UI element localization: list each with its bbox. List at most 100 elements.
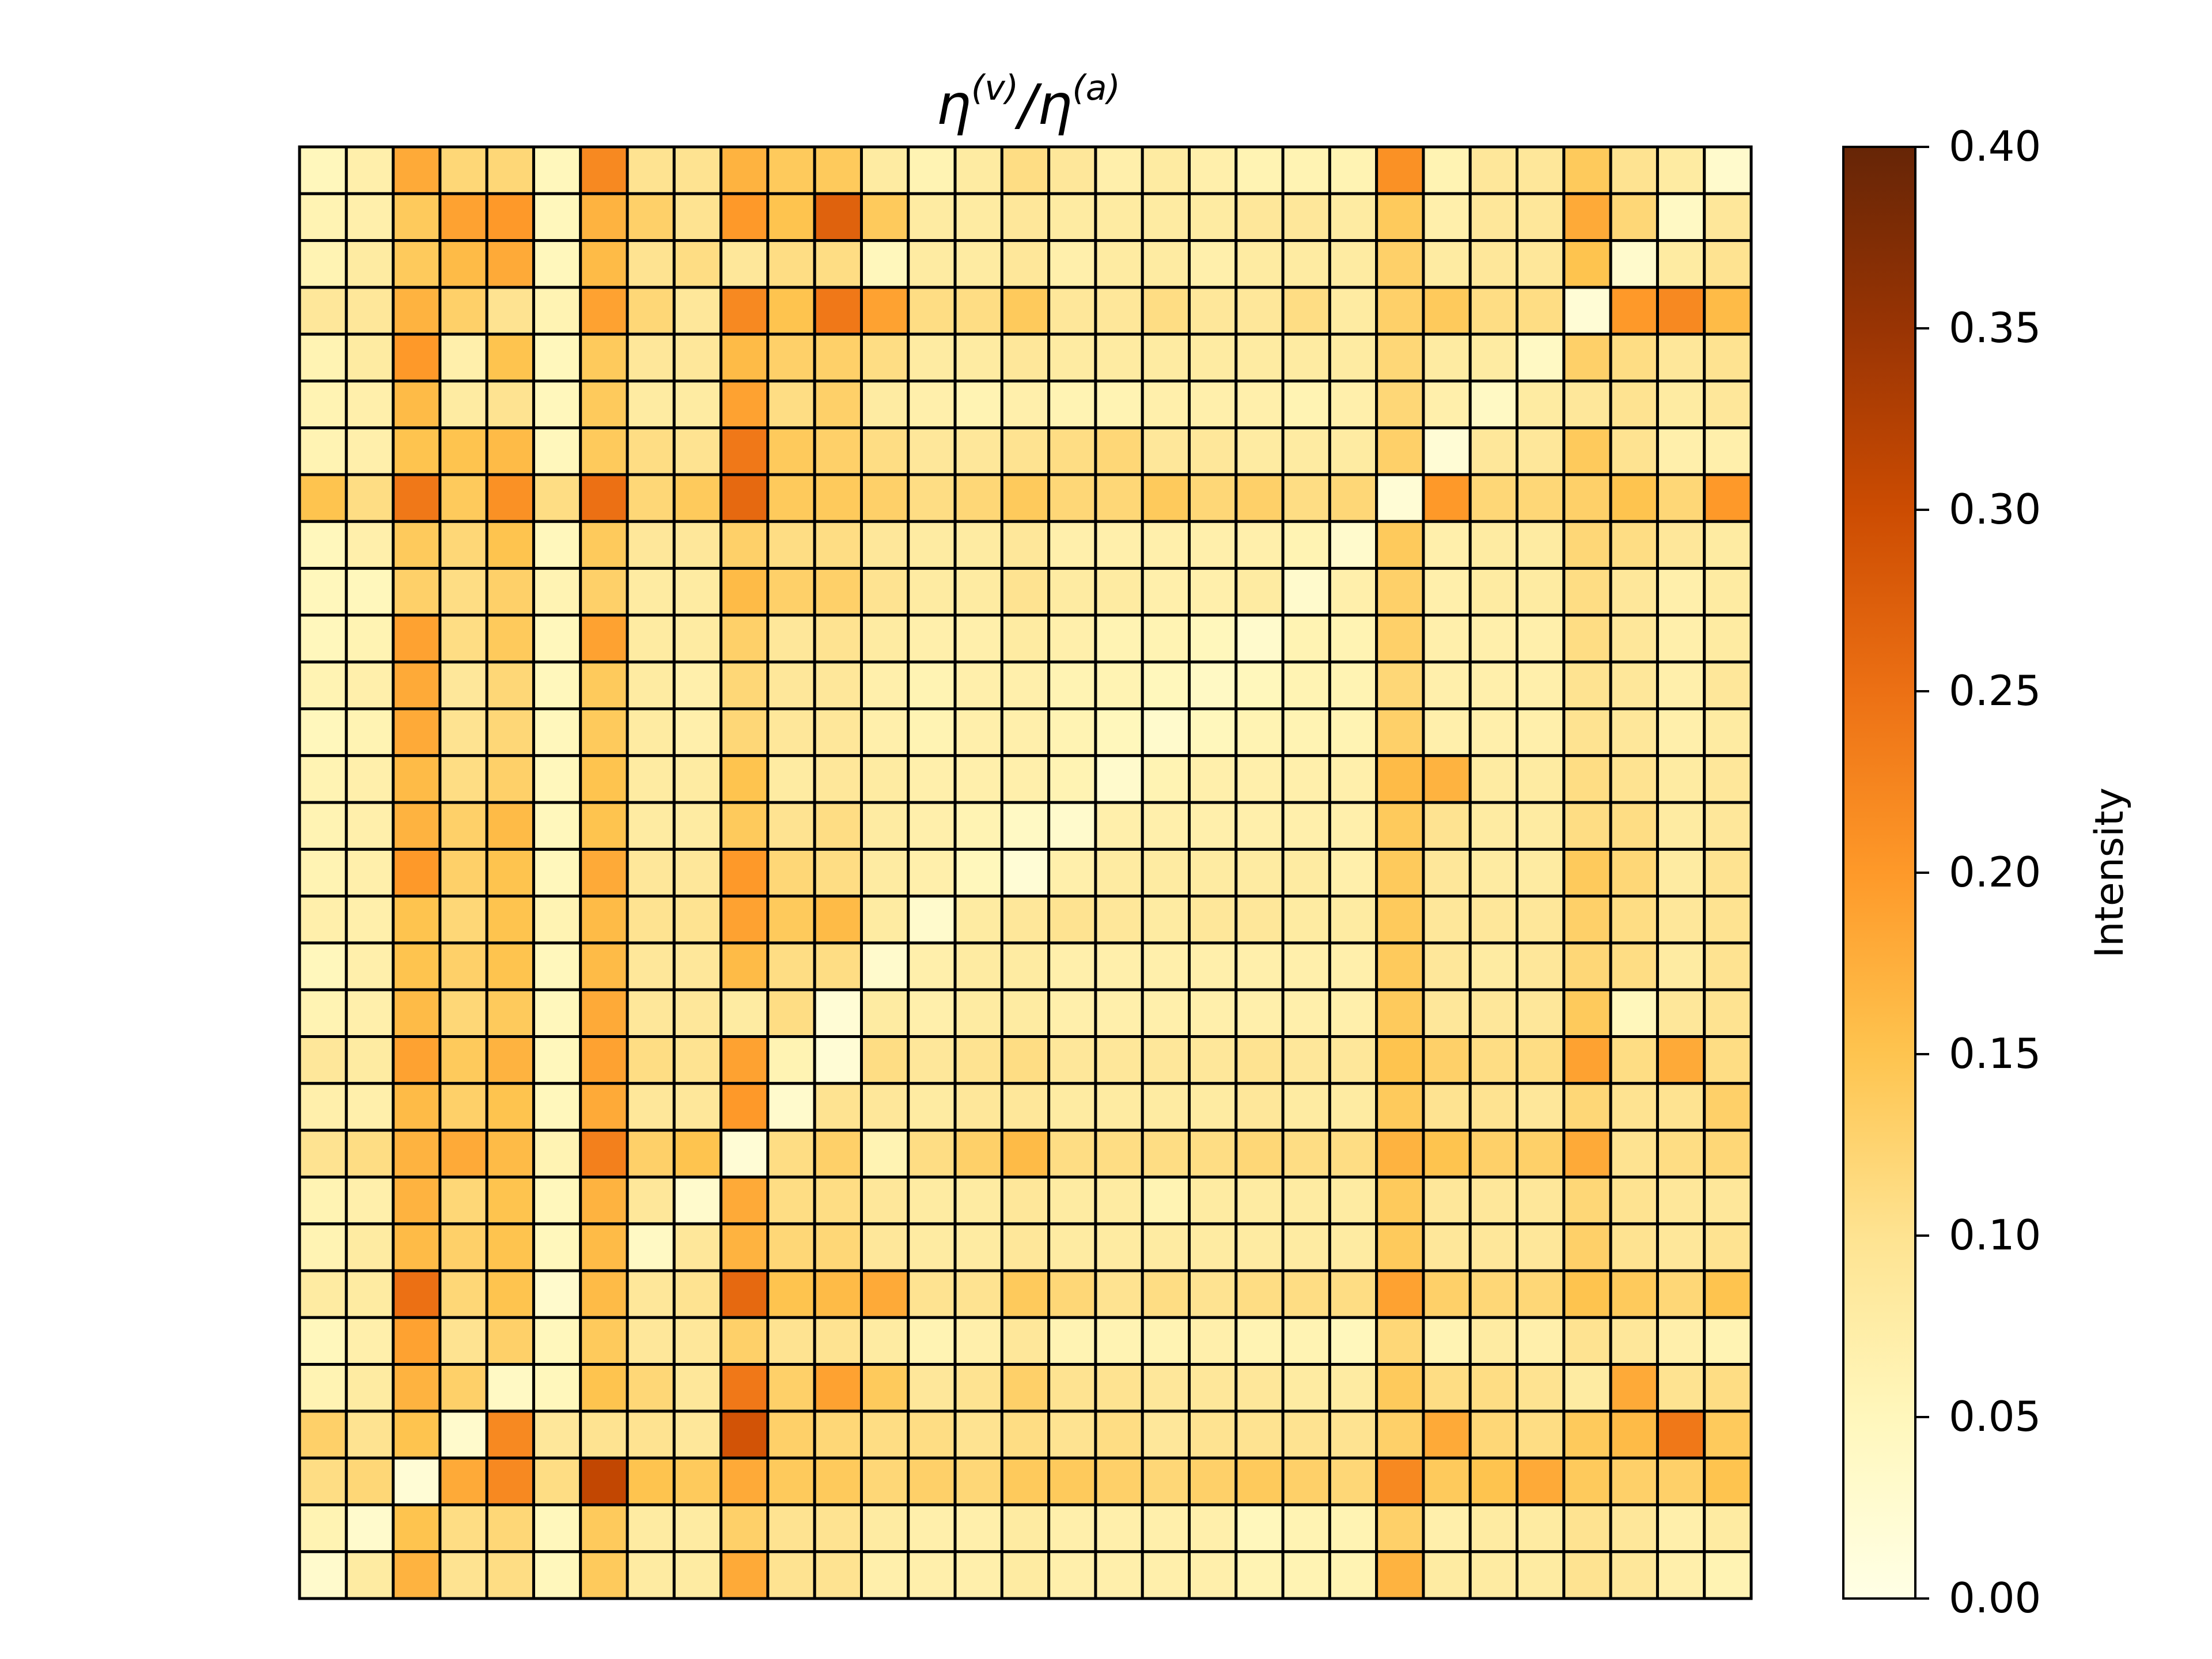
heatmap-cell <box>1188 1035 1238 1085</box>
heatmap-cell <box>1609 1550 1659 1600</box>
heatmap-cell <box>1188 1503 1238 1554</box>
heatmap-cell <box>1516 988 1566 1039</box>
heatmap-cell <box>1468 895 1519 945</box>
heatmap-cell <box>1422 1222 1472 1272</box>
heatmap-cell <box>392 801 442 851</box>
heatmap-cell <box>1000 988 1051 1039</box>
heatmap-cell <box>626 1269 676 1319</box>
heatmap-cell <box>1047 239 1097 289</box>
heatmap-cell <box>1468 1269 1519 1319</box>
heatmap-cell <box>1656 1035 1706 1085</box>
heatmap-cell <box>1047 520 1097 570</box>
heatmap-cell <box>1703 1035 1753 1085</box>
heatmap-cell <box>1656 379 1706 430</box>
heatmap-cell <box>1375 1503 1425 1554</box>
heatmap-cell <box>1609 1082 1659 1132</box>
heatmap-cell <box>392 613 442 664</box>
heatmap-cell <box>1281 332 1331 382</box>
heatmap-cell <box>1609 1316 1659 1366</box>
heatmap-cell <box>1422 754 1472 804</box>
heatmap-cell <box>344 895 395 945</box>
heatmap-cell <box>672 145 723 195</box>
heatmap-cell <box>626 754 676 804</box>
heatmap-cell <box>1234 379 1285 430</box>
heatmap-cell <box>1094 754 1144 804</box>
heatmap-cell <box>1094 895 1144 945</box>
heatmap-cell <box>1703 1363 1753 1413</box>
heatmap-cell <box>1094 1410 1144 1460</box>
heatmap-cell <box>626 1410 676 1460</box>
heatmap-cell <box>1000 1503 1051 1554</box>
heatmap-cell <box>579 1175 629 1226</box>
heatmap-cell <box>579 332 629 382</box>
colorbar-tick-label: 0.00 <box>1949 1574 2041 1622</box>
heatmap-cell <box>719 988 770 1039</box>
heatmap-cell <box>1281 239 1331 289</box>
heatmap-cell <box>719 1316 770 1366</box>
heatmap-cell <box>438 1410 488 1460</box>
heatmap-frame <box>298 145 1753 1600</box>
heatmap-cell <box>532 1550 582 1600</box>
heatmap-cell <box>953 426 1003 476</box>
heatmap-cell <box>766 473 816 523</box>
colorbar-tick-label: 0.10 <box>1949 1211 2041 1259</box>
heatmap-cell <box>579 286 629 336</box>
heatmap-cell <box>1562 707 1612 757</box>
heatmap-cell <box>1703 847 1753 898</box>
heatmap-cell <box>1562 1503 1612 1554</box>
heatmap-cell <box>1281 192 1331 243</box>
heatmap-cell <box>344 1503 395 1554</box>
heatmap-cell <box>1094 801 1144 851</box>
heatmap-cell <box>485 332 535 382</box>
heatmap-cell <box>532 707 582 757</box>
heatmap-cell <box>626 1128 676 1179</box>
heatmap-cell <box>1562 239 1612 289</box>
heatmap-cell <box>1141 1175 1191 1226</box>
heatmap-cell <box>1422 847 1472 898</box>
heatmap-cell <box>1094 1456 1144 1506</box>
heatmap-cell <box>344 1222 395 1272</box>
heatmap-cell <box>766 567 816 617</box>
heatmap-cell <box>672 520 723 570</box>
heatmap-cell <box>859 613 910 664</box>
heatmap-cell <box>485 473 535 523</box>
heatmap-cell <box>1000 1363 1051 1413</box>
heatmap-cell <box>485 379 535 430</box>
heatmap-cell <box>438 379 488 430</box>
heatmap-cell <box>1047 145 1097 195</box>
heatmap-cell <box>859 660 910 710</box>
heatmap-cell <box>1468 1082 1519 1132</box>
heatmap-cell <box>485 239 535 289</box>
heatmap-cell <box>1656 1550 1706 1600</box>
heatmap-cell <box>1047 1269 1097 1319</box>
heatmap-cell <box>1375 941 1425 991</box>
heatmap-cell <box>672 1410 723 1460</box>
heatmap-cell <box>672 941 723 991</box>
heatmap-cell <box>579 473 629 523</box>
heatmap-cell <box>1656 613 1706 664</box>
colorbar-tick-label: 0.15 <box>1949 1029 2041 1078</box>
heatmap-cell <box>1375 1269 1425 1319</box>
heatmap-cell <box>298 379 348 430</box>
heatmap-cell <box>1188 567 1238 617</box>
heatmap-cell <box>1562 1269 1612 1319</box>
heatmap-cell <box>859 1410 910 1460</box>
heatmap-cell <box>1562 1222 1612 1272</box>
heatmap-cell <box>1468 1363 1519 1413</box>
heatmap-cell <box>1000 707 1051 757</box>
heatmap-cell <box>438 1363 488 1413</box>
heatmap-cell <box>298 988 348 1039</box>
heatmap-cell <box>485 847 535 898</box>
heatmap-cell <box>813 707 863 757</box>
heatmap-cell <box>438 1035 488 1085</box>
heatmap-cell <box>1328 332 1378 382</box>
heatmap-cell <box>813 1035 863 1085</box>
heatmap-cell <box>392 145 442 195</box>
heatmap-cell <box>1094 1128 1144 1179</box>
heatmap-cell <box>907 613 957 664</box>
heatmap-cell <box>1422 473 1472 523</box>
heatmap-cell <box>672 1456 723 1506</box>
heatmap-cell <box>813 988 863 1039</box>
heatmap-cell <box>392 1316 442 1366</box>
heatmap-cell <box>298 613 348 664</box>
